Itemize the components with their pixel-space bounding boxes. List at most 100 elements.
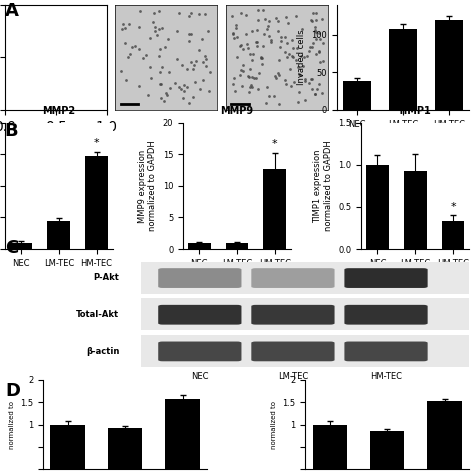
Point [95, 72, 102, 80]
Point [246, 88, 253, 96]
Point [156, 68, 164, 76]
Point [272, 73, 279, 80]
Point [287, 65, 294, 73]
Point [308, 17, 316, 25]
Point [191, 78, 199, 86]
Point [11, 85, 19, 92]
Point [292, 12, 300, 20]
Point [258, 54, 266, 62]
Text: β-actin: β-actin [86, 346, 119, 356]
Point [93, 82, 101, 90]
Title: MMP2: MMP2 [42, 107, 75, 117]
Y-axis label: Invaded cells: Invaded cells [297, 29, 306, 85]
Point [264, 22, 272, 30]
Point [282, 77, 289, 84]
Bar [264, 169, 286, 249]
Point [175, 9, 183, 17]
Point [312, 51, 319, 58]
Point [295, 89, 302, 96]
Point [23, 90, 30, 97]
Point [164, 91, 171, 99]
Point [85, 95, 93, 102]
Point [144, 91, 151, 99]
Point [71, 9, 79, 17]
Bar [404, 171, 427, 249]
Point [244, 44, 252, 52]
Point [315, 29, 322, 37]
Point [230, 74, 238, 82]
Y-axis label: normalized to: normalized to [271, 401, 277, 448]
Point [283, 53, 291, 60]
Text: *: * [272, 139, 278, 149]
Point [124, 53, 131, 61]
Point [263, 100, 270, 107]
Point [82, 91, 90, 99]
FancyBboxPatch shape [345, 268, 428, 288]
Point [309, 76, 316, 83]
Point [275, 71, 283, 79]
Point [312, 9, 320, 17]
Point [237, 66, 245, 73]
Point [119, 20, 127, 27]
Point [156, 80, 164, 88]
Point [157, 94, 164, 101]
Bar [389, 29, 417, 110]
Point [312, 36, 320, 43]
Point [316, 48, 323, 55]
Point [232, 24, 239, 31]
Bar [188, 243, 210, 249]
Point [183, 83, 191, 91]
Point [255, 70, 263, 77]
FancyBboxPatch shape [251, 342, 335, 361]
Point [308, 43, 316, 50]
Point [309, 85, 316, 92]
Point [299, 25, 306, 32]
Point [265, 17, 273, 24]
Point [201, 52, 209, 60]
Point [196, 85, 203, 93]
Point [281, 33, 289, 41]
FancyBboxPatch shape [345, 342, 428, 361]
Point [202, 62, 210, 70]
Point [245, 73, 252, 80]
Point [183, 65, 191, 73]
Point [23, 59, 30, 67]
Point [205, 27, 212, 35]
Point [118, 25, 126, 33]
Point [317, 35, 324, 43]
Bar [312, 425, 347, 469]
Point [40, 27, 48, 34]
Point [272, 14, 280, 22]
Point [311, 26, 319, 34]
Point [139, 54, 147, 62]
Point [312, 28, 319, 36]
Bar [226, 243, 248, 249]
Point [200, 58, 207, 66]
Point [276, 43, 283, 50]
Point [297, 52, 305, 60]
Point [252, 38, 260, 46]
Point [122, 76, 130, 83]
Point [128, 43, 136, 51]
Point [195, 10, 203, 18]
Point [62, 38, 70, 46]
Point [253, 38, 261, 46]
Point [185, 99, 192, 107]
Point [180, 81, 188, 89]
Point [181, 88, 188, 95]
Point [136, 8, 144, 15]
Point [301, 75, 309, 83]
Point [164, 35, 172, 43]
Point [236, 42, 244, 50]
Point [267, 36, 274, 44]
Point [149, 18, 156, 26]
Bar [47, 220, 70, 249]
Point [155, 7, 163, 14]
Text: B: B [5, 122, 18, 140]
Point [229, 30, 237, 38]
Point [252, 74, 260, 82]
Point [294, 98, 301, 105]
Point [295, 71, 302, 78]
Point [173, 55, 181, 63]
Point [315, 47, 323, 55]
